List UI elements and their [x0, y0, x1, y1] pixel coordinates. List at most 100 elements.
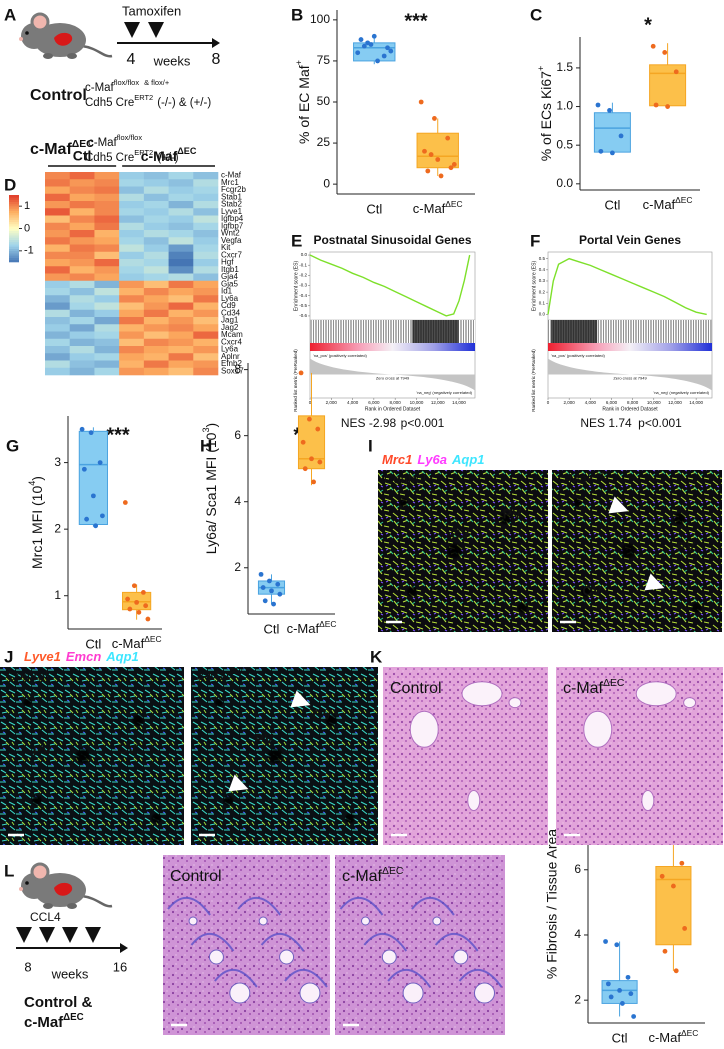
data-point	[422, 148, 427, 154]
genotype-line: Cdh5 CreERT2 (+/-)	[85, 148, 179, 164]
data-point	[361, 43, 367, 49]
heatmap-cell	[45, 201, 71, 209]
colorbar-step	[9, 228, 19, 232]
text-part: c-Maf	[112, 636, 145, 651]
rank-colorbar	[310, 343, 475, 351]
heatmap-cell	[193, 302, 219, 311]
text-part: Mrc1 MFI (10	[29, 486, 45, 569]
heatmap-cell	[119, 208, 145, 216]
data-point	[262, 598, 268, 604]
heatmap-cell	[168, 215, 194, 224]
heatmap-cell	[69, 237, 95, 245]
x-tick-label: 10,000	[410, 400, 424, 405]
timeline-unit: weeks	[153, 53, 191, 68]
heatmap-cell	[143, 222, 169, 231]
colorbar-step	[9, 201, 19, 205]
vessel-lumen	[381, 949, 397, 965]
panel-letter: G	[6, 436, 19, 455]
heatmap-cell	[193, 222, 219, 231]
text-part: ΔEC	[144, 634, 161, 644]
heatmap-cell	[119, 288, 145, 296]
heatmap-cell	[119, 259, 145, 267]
y-axis-label: Ly6a/ Sca1 MFI (103)	[201, 423, 218, 554]
data-point	[607, 108, 612, 113]
data-point	[315, 426, 321, 432]
y-tick-label: 50	[317, 94, 331, 108]
heatmap-cell	[168, 309, 194, 318]
colorbar-step	[9, 253, 19, 256]
heatmap-cell	[94, 266, 120, 274]
x-tick-label: c-MafΔEC	[643, 195, 693, 212]
y-tick-label: 0.5	[556, 137, 573, 151]
data-point	[81, 466, 87, 472]
text-part: (-/-) & (+/-)	[157, 97, 211, 109]
heatmap-cell	[45, 317, 71, 325]
heatmap-cell	[45, 331, 71, 340]
rank-colorbar	[548, 343, 712, 351]
heatmap-cell	[119, 179, 145, 187]
gene-label: Mrc1	[221, 178, 239, 187]
data-point	[269, 588, 274, 594]
group-label: c-MafΔEC	[141, 146, 197, 163]
image-title: Control	[6, 668, 48, 683]
es-curve	[309, 254, 471, 317]
data-point	[432, 116, 437, 121]
heatmap-cell	[193, 353, 219, 361]
gene-label: Cxcr7	[221, 250, 242, 259]
colorbar-step	[9, 208, 19, 211]
text-part: ERT2	[134, 93, 153, 102]
text-part: ΔEC	[681, 1028, 698, 1038]
heatmap-cell	[94, 244, 120, 253]
data-point	[258, 571, 264, 577]
rank-axis-label: Ranked list metric (PreRanked)	[531, 349, 536, 412]
gene-label: Id1	[221, 287, 233, 296]
data-point	[603, 939, 608, 944]
vessel	[266, 747, 285, 765]
colorbar-step	[9, 226, 19, 229]
timeline-unit: weeks	[51, 966, 89, 981]
gene-label: Vegfa	[221, 236, 242, 245]
x-tick-label: Ctl	[604, 197, 620, 212]
y-tick-label: 0.3	[539, 278, 546, 283]
heatmap-cell	[143, 201, 169, 209]
data-point	[355, 50, 361, 56]
data-point	[90, 493, 96, 499]
heatmap-cell	[94, 331, 120, 340]
data-point	[131, 583, 137, 589]
nes-label: NES 1.74	[580, 416, 632, 430]
heatmap-cell	[69, 208, 95, 216]
data-point	[617, 987, 622, 993]
data-point	[662, 948, 668, 954]
heatmap-cell	[143, 215, 169, 224]
heatmap-cell	[119, 186, 145, 195]
heatmap-cell	[94, 201, 120, 209]
heatmap-cell	[45, 222, 71, 231]
data-point	[381, 53, 387, 59]
arrowhead	[608, 496, 629, 514]
neg-label: 'na_neg' (negatively correlated)	[653, 390, 709, 395]
heatmap-cell	[119, 280, 145, 289]
heatmap-cell	[143, 288, 169, 296]
heatmap-cell	[193, 259, 219, 267]
heatmap-cell	[168, 230, 194, 238]
vessel	[619, 542, 638, 560]
heatmap-cell	[193, 338, 219, 347]
image-title: c-MafΔEC	[558, 469, 608, 486]
data-point	[97, 460, 103, 465]
vessel-lumen	[432, 916, 442, 926]
mouse-icon	[17, 12, 114, 61]
text-part: +	[536, 66, 546, 71]
vessel	[445, 542, 464, 560]
x-tick-label: 0	[309, 400, 312, 405]
timeline-start: 4	[127, 51, 136, 68]
y-tick-label: 25	[317, 135, 331, 149]
colorbar-step	[9, 230, 19, 234]
fibrosis-streak	[458, 969, 503, 988]
panel-letter: E	[291, 231, 302, 250]
heatmap-cell	[94, 288, 120, 296]
vessel-lumen	[453, 949, 469, 965]
text-part: (+/-)	[157, 152, 179, 164]
gene-label: Itgb1	[221, 265, 239, 274]
heatmap-cell	[45, 172, 71, 180]
y-tick-label: 100	[310, 12, 330, 26]
